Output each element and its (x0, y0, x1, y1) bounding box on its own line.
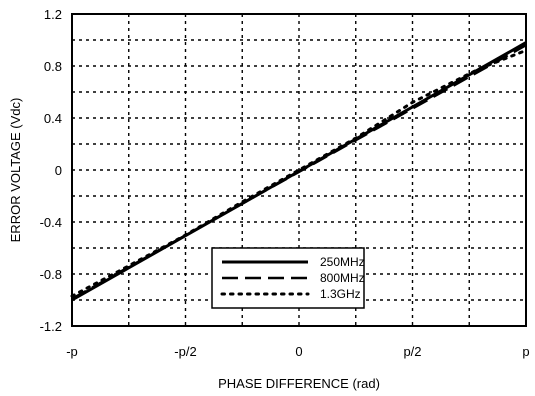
y-tick-label: 0 (55, 163, 62, 178)
legend-label: 800MHz (320, 271, 365, 285)
y-tick-label: 0.8 (44, 59, 62, 74)
y-tick-label: -0.8 (40, 267, 62, 282)
series-lines (70, 41, 528, 302)
x-axis-label: PHASE DIFFERENCE (rad) (218, 376, 380, 391)
x-tick-label: 0 (295, 344, 302, 359)
x-tick-label: p (522, 344, 529, 359)
tick-labels: -p -p/2 0 p/2 p -1.2 -0.8 -0.4 0 0.4 0.8 1.2 (40, 7, 530, 359)
legend-label: 250MHz (320, 255, 365, 269)
y-tick-label: 1.2 (44, 7, 62, 22)
series-line-800mhz (71, 44, 527, 300)
y-axis-label: ERROR VOLTAGE (Vdc) (8, 98, 23, 243)
x-tick-label: p/2 (403, 344, 421, 359)
y-tick-label: 0.4 (44, 111, 62, 126)
y-tick-label: -0.4 (40, 215, 62, 230)
series-line-1.3ghz (70, 48, 528, 298)
plot-area-frame (71, 13, 527, 327)
y-tick-label: -1.2 (40, 319, 62, 334)
x-tick-label: -p/2 (174, 344, 196, 359)
legend-label: 1.3GHz (320, 287, 361, 301)
x-tick-label: -p (66, 344, 78, 359)
legend: 250MHz 800MHz 1.3GHz (211, 247, 365, 309)
